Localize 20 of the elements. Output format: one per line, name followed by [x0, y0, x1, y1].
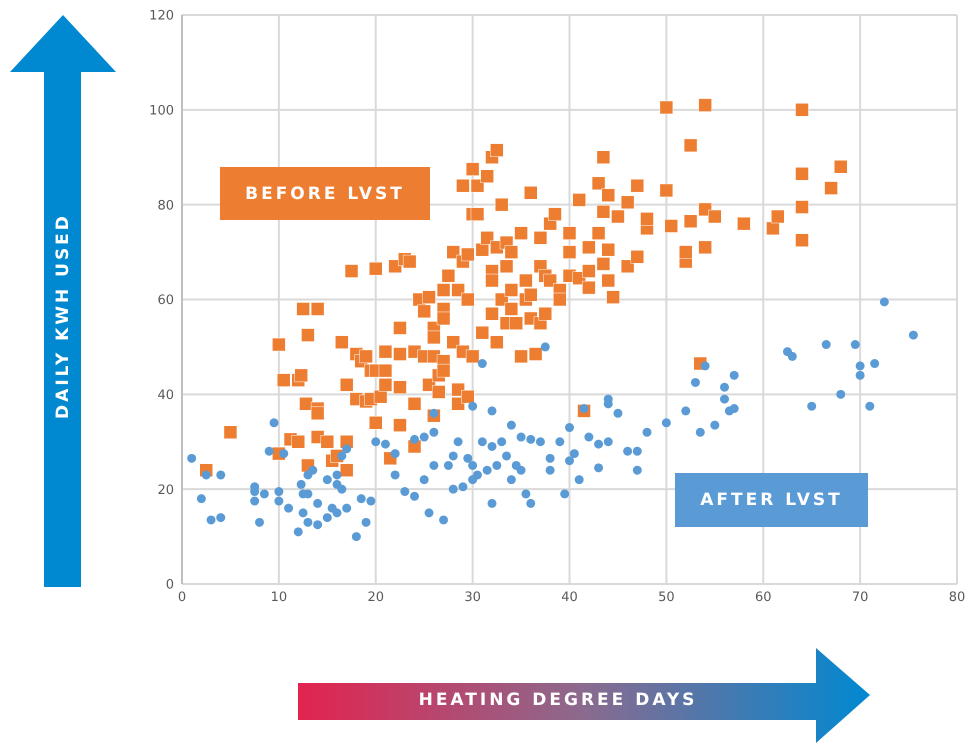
x-tick-label: 80 [948, 590, 966, 606]
y-tick-label: 120 [149, 8, 174, 24]
x-tick-label: 70 [852, 590, 868, 606]
y-tick-label: 100 [149, 103, 174, 118]
x-tick-label: 50 [658, 590, 675, 606]
y-tick-label: 0 [166, 578, 174, 593]
x-tick-label: 60 [754, 590, 772, 606]
x-tick-label: 30 [464, 590, 481, 606]
x-axis-title: HEATING DEGREE DAYS [418, 689, 698, 712]
y-tick-label: 60 [157, 293, 174, 308]
y-tick-label: 20 [157, 482, 174, 498]
y-tick-label: 40 [157, 388, 174, 403]
y-tick-label: 80 [157, 198, 174, 214]
x-tick-label: 0 [178, 590, 186, 606]
x-tick-label: 20 [367, 590, 384, 606]
text: AFTER LVST [675, 473, 868, 527]
text: BEFORE LVST [220, 167, 430, 220]
y-axis-title: DAILY KWH USED [52, 212, 74, 421]
x-tick-label: 10 [270, 590, 288, 606]
x-tick-label: 40 [561, 590, 578, 606]
